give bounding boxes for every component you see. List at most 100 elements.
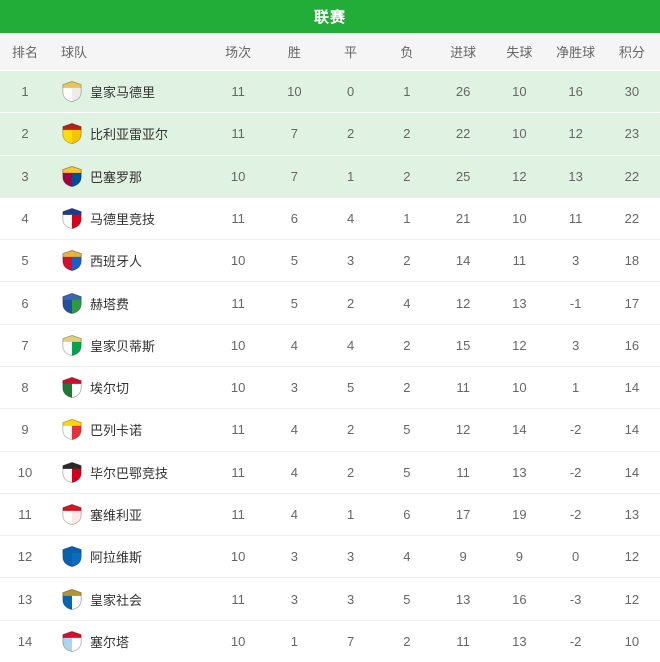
win-cell: 4 (290, 337, 298, 353)
goal-diff-cell: 12 (568, 126, 583, 142)
team-crest-icon (62, 207, 82, 230)
points-cell: 18 (624, 253, 640, 269)
table-row[interactable]: 8 埃尔切 10 3 5 2 11 10 1 14 (0, 365, 660, 409)
team-crest-icon (62, 419, 82, 441)
goals-against-cell: 19 (512, 506, 527, 522)
rank-cell: 13 (17, 591, 33, 607)
win-cell: 7 (290, 168, 298, 184)
played-cell: 10 (230, 168, 246, 184)
col-header-gd: 净胜球 (556, 45, 596, 60)
win-cell: 4 (290, 506, 298, 522)
col-header-win: 胜 (287, 45, 301, 60)
team-crest-icon (62, 123, 82, 145)
goals-against-cell: 12 (512, 168, 527, 184)
rank-cell: 10 (17, 464, 33, 480)
col-header-draw: 平 (344, 45, 358, 60)
team-cell: 皇家贝蒂斯 (50, 334, 210, 357)
table-row[interactable]: 13 皇家社会 11 3 3 5 13 16 -3 12 (0, 577, 660, 620)
table-row[interactable]: 2 比利亚雷亚尔 11 7 2 2 22 10 12 23 (0, 112, 660, 155)
rank-cell: 12 (17, 549, 33, 565)
rank-cell: 14 (17, 633, 33, 649)
goals-against-cell: 14 (512, 422, 527, 438)
goals-against-cell: 13 (512, 633, 527, 649)
draw-cell: 1 (347, 168, 355, 184)
goal-diff-cell: 11 (568, 210, 583, 226)
team-name: 毕尔巴鄂竞技 (90, 465, 169, 481)
rank-cell: 5 (21, 253, 29, 269)
goals-against-cell: 10 (512, 126, 527, 142)
team-cell: 比利亚雷亚尔 (50, 122, 210, 145)
win-cell: 10 (287, 84, 302, 100)
loss-cell: 4 (403, 295, 411, 311)
rank-cell: 7 (21, 337, 29, 353)
col-header-played: 场次 (225, 45, 252, 60)
win-cell: 6 (290, 210, 298, 226)
points-cell: 10 (624, 633, 640, 649)
league-tab-label: 联赛 (313, 9, 346, 26)
loss-cell: 6 (403, 506, 411, 522)
draw-cell: 0 (347, 84, 355, 100)
table-row[interactable]: 9 巴列卡诺 11 4 2 5 12 14 -2 14 (0, 408, 660, 451)
goal-diff-cell: 0 (572, 549, 580, 565)
team-cell: 马德里竞技 (50, 207, 210, 230)
draw-cell: 7 (347, 633, 355, 649)
team-name: 巴列卡诺 (90, 423, 143, 439)
team-cell: 埃尔切 (50, 376, 210, 399)
rank-cell: 2 (21, 126, 29, 142)
team-crest-icon (62, 503, 82, 526)
table-row[interactable]: 7 皇家贝蒂斯 10 4 4 2 15 12 3 16 (0, 323, 660, 366)
goal-diff-cell: -2 (569, 506, 582, 522)
table-row[interactable]: 5 西班牙人 10 5 3 2 14 11 3 18 (0, 239, 660, 282)
table-row[interactable]: 10 毕尔巴鄂竞技 11 4 2 5 11 13 -2 14 (0, 450, 660, 493)
table-row[interactable]: 14 塞尔塔 10 1 7 2 11 13 -2 10 (0, 619, 660, 662)
rank-cell: 11 (18, 506, 32, 522)
points-cell: 13 (624, 506, 640, 522)
goals-for-cell: 17 (455, 506, 471, 522)
loss-cell: 2 (403, 126, 411, 142)
draw-cell: 4 (347, 337, 355, 353)
team-cell: 阿拉维斯 (50, 545, 210, 568)
team-crest-icon (62, 81, 82, 103)
loss-cell: 2 (403, 337, 411, 353)
win-cell: 5 (290, 295, 298, 311)
draw-cell: 1 (347, 506, 355, 522)
table-row[interactable]: 4 马德里竞技 11 6 4 1 21 10 11 22 (0, 196, 660, 240)
goal-diff-cell: 13 (568, 168, 583, 184)
win-cell: 3 (290, 549, 298, 565)
table-row[interactable]: 12 阿拉维斯 10 3 3 4 9 9 0 12 (0, 535, 660, 578)
loss-cell: 5 (403, 464, 411, 480)
loss-cell: 4 (403, 549, 411, 565)
loss-cell: 5 (403, 422, 411, 438)
points-cell: 30 (624, 84, 640, 100)
team-crest-icon (62, 292, 82, 314)
win-cell: 3 (290, 380, 298, 396)
goal-diff-cell: -2 (569, 464, 582, 480)
rank-cell: 4 (21, 210, 29, 226)
played-cell: 11 (231, 84, 245, 100)
col-header-gf: 进球 (450, 45, 477, 60)
team-cell: 西班牙人 (50, 249, 210, 272)
team-name: 埃尔切 (90, 381, 130, 397)
col-header-rank: 排名 (11, 45, 38, 60)
table-row[interactable]: 11 塞维利亚 11 4 1 6 17 19 -2 13 (0, 492, 660, 536)
goals-against-cell: 16 (512, 591, 527, 607)
col-header-ga: 失球 (506, 45, 533, 60)
loss-cell: 5 (403, 591, 411, 607)
col-header-loss: 负 (400, 45, 414, 60)
table-row[interactable]: 1 皇家马德里 11 10 0 1 26 10 16 30 (0, 70, 660, 113)
team-name: 马德里竞技 (90, 211, 156, 227)
played-cell: 10 (230, 380, 246, 396)
played-cell: 11 (231, 210, 245, 226)
table-row[interactable]: 6 赫塔费 11 5 2 4 12 13 -1 17 (0, 281, 660, 324)
played-cell: 11 (231, 422, 245, 438)
team-cell: 巴塞罗那 (50, 165, 210, 188)
rank-cell: 8 (21, 380, 29, 396)
team-cell: 毕尔巴鄂竞技 (50, 461, 210, 484)
win-cell: 4 (290, 464, 298, 480)
league-tab[interactable]: 联赛 (0, 0, 660, 33)
points-cell: 14 (624, 464, 640, 480)
goals-for-cell: 11 (456, 464, 470, 480)
played-cell: 10 (230, 633, 246, 649)
table-row[interactable]: 3 巴塞罗那 10 7 1 2 25 12 13 22 (0, 154, 660, 197)
